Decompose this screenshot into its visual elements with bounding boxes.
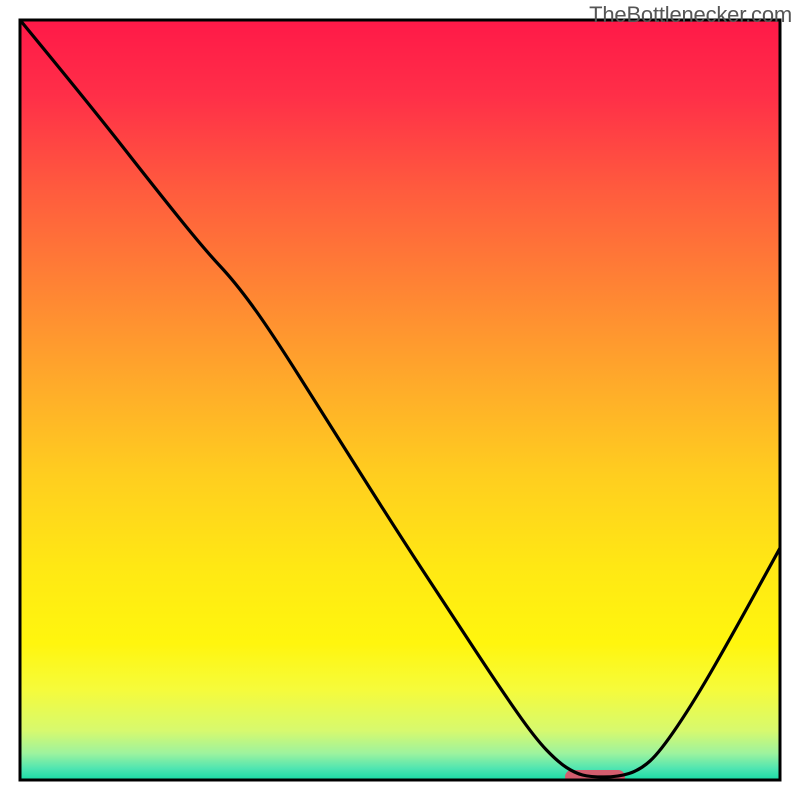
chart-svg [0,0,800,800]
plot-background [20,20,780,780]
chart-container: TheBottlenecker.com [0,0,800,800]
